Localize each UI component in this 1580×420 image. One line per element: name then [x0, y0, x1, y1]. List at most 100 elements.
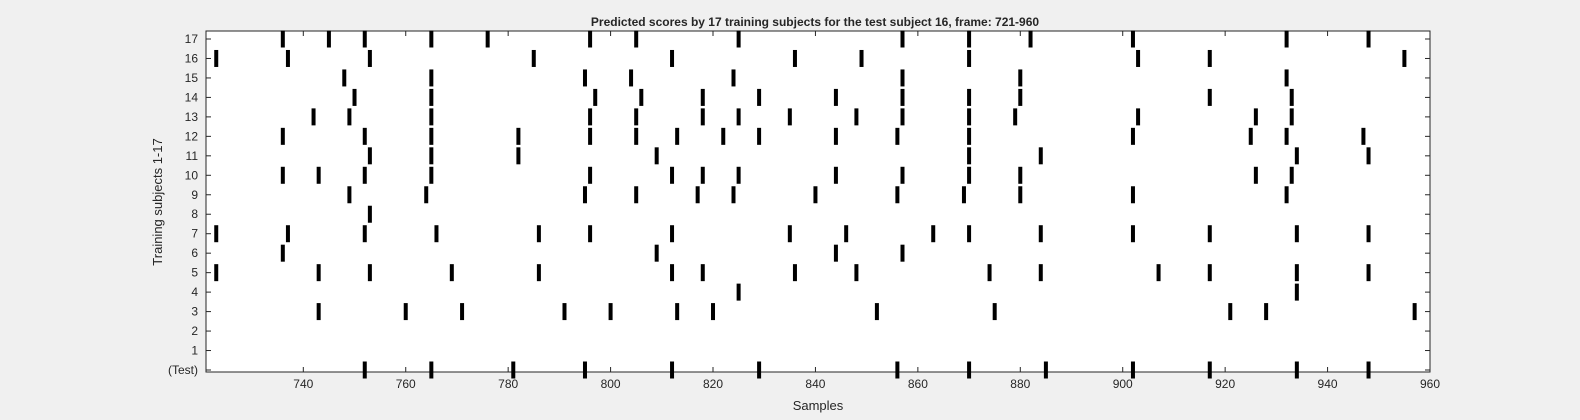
- event-bar: [362, 225, 367, 243]
- event-bar: [367, 49, 372, 67]
- event-bar: [1207, 361, 1212, 379]
- event-bar: [214, 264, 219, 282]
- plot-area: [205, 30, 1431, 373]
- event-bar: [588, 108, 593, 126]
- event-bar: [629, 69, 634, 87]
- event-bar: [967, 127, 972, 145]
- event-bar: [895, 186, 900, 204]
- event-bar: [1156, 264, 1161, 282]
- y-tick-label: 16: [185, 51, 199, 65]
- event-bar: [634, 186, 639, 204]
- y-tick-label: 5: [191, 266, 198, 280]
- y-tick-label: 15: [185, 71, 199, 85]
- event-bar: [695, 186, 700, 204]
- y-tick-label: 10: [185, 168, 199, 182]
- event-bar: [582, 186, 587, 204]
- event-bar: [895, 361, 900, 379]
- x-tick-label: 800: [601, 377, 621, 391]
- event-bar: [1264, 303, 1269, 321]
- event-bar: [833, 88, 838, 106]
- event-bar: [634, 127, 639, 145]
- x-tick-label: 760: [396, 377, 416, 391]
- event-bar: [429, 69, 434, 87]
- x-tick-label: 860: [908, 377, 928, 391]
- event-bar: [675, 303, 680, 321]
- event-bar: [1130, 225, 1135, 243]
- event-bar: [424, 186, 429, 204]
- event-bar: [1207, 88, 1212, 106]
- y-tick-label: 2: [191, 324, 198, 338]
- event-bar: [670, 225, 675, 243]
- event-bar: [1253, 166, 1258, 184]
- event-bar: [1038, 147, 1043, 165]
- event-bar: [511, 361, 516, 379]
- event-bar: [285, 49, 290, 67]
- x-tick-label: 820: [703, 377, 723, 391]
- x-tick-label: 840: [805, 377, 825, 391]
- event-bar: [434, 225, 439, 243]
- x-tick-label: 880: [1010, 377, 1030, 391]
- event-bar: [1289, 88, 1294, 106]
- event-bar: [429, 361, 434, 379]
- event-bar: [1284, 127, 1289, 145]
- event-bar: [1289, 108, 1294, 126]
- y-tick-label: 14: [185, 90, 199, 104]
- event-bar: [670, 264, 675, 282]
- x-tick-label: 900: [1113, 377, 1133, 391]
- event-bar: [900, 88, 905, 106]
- event-bar: [787, 225, 792, 243]
- x-tick-label: 960: [1420, 377, 1440, 391]
- event-bar: [1294, 283, 1299, 301]
- event-bar: [1361, 127, 1366, 145]
- y-tick-label: 11: [186, 149, 199, 163]
- event-bar: [362, 361, 367, 379]
- event-bar: [582, 361, 587, 379]
- event-bar: [1366, 361, 1371, 379]
- event-bar: [1028, 30, 1033, 48]
- event-bar: [670, 166, 675, 184]
- event-bar: [731, 69, 736, 87]
- event-bar: [854, 264, 859, 282]
- event-bar: [362, 30, 367, 48]
- event-bar: [792, 49, 797, 67]
- event-bar: [1136, 108, 1141, 126]
- event-bar: [792, 264, 797, 282]
- event-bar: [214, 225, 219, 243]
- event-bar: [1038, 225, 1043, 243]
- event-bar: [1130, 361, 1135, 379]
- event-bar: [280, 127, 285, 145]
- event-bar: [967, 88, 972, 106]
- event-bar: [403, 303, 408, 321]
- event-bar: [1130, 127, 1135, 145]
- event-bar: [588, 225, 593, 243]
- event-bar: [593, 88, 598, 106]
- event-bar: [1294, 264, 1299, 282]
- event-bar: [516, 147, 521, 165]
- x-tick-label: 780: [498, 377, 518, 391]
- event-bar: [1018, 88, 1023, 106]
- event-bar: [992, 303, 997, 321]
- event-bar: [531, 49, 536, 67]
- event-bar: [721, 127, 726, 145]
- event-bar: [700, 108, 705, 126]
- event-bar: [833, 166, 838, 184]
- event-bar: [311, 108, 316, 126]
- event-bar: [813, 186, 818, 204]
- event-bar: [900, 166, 905, 184]
- event-bar: [536, 225, 541, 243]
- y-tick-label: 13: [185, 110, 199, 124]
- event-bar: [367, 205, 372, 223]
- event-bar: [582, 69, 587, 87]
- event-bar: [895, 127, 900, 145]
- event-bar: [900, 108, 905, 126]
- event-bar: [1253, 108, 1258, 126]
- event-bar: [1284, 186, 1289, 204]
- event-bar: [900, 69, 905, 87]
- y-tick-label: 6: [191, 246, 198, 260]
- event-bar: [700, 166, 705, 184]
- event-bar: [859, 49, 864, 67]
- event-bar: [1130, 30, 1135, 48]
- event-bar: [1038, 264, 1043, 282]
- event-bar: [700, 264, 705, 282]
